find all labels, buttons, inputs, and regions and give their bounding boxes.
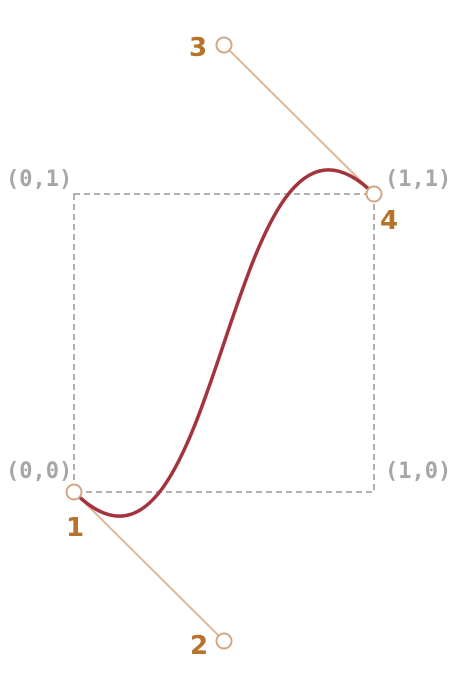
unit-square — [73, 193, 375, 493]
control-point-1[interactable] — [65, 483, 83, 501]
control-points — [65, 36, 383, 650]
control-point-3[interactable] — [215, 36, 233, 54]
handle-line-start — [73, 491, 225, 642]
control-point-4[interactable] — [365, 185, 383, 203]
handle-line-end — [223, 44, 375, 195]
corner-label-bottom-left: (0,0) — [6, 459, 72, 484]
bezier-curve — [72, 168, 376, 518]
corner-label-top-left: (0,1) — [6, 167, 72, 192]
point-number-4: 4 — [380, 206, 398, 236]
point-number-3: 3 — [189, 33, 207, 63]
corner-label-top-right: (1,1) — [385, 167, 451, 192]
corner-label-bottom-right: (1,0) — [385, 459, 451, 484]
control-point-2[interactable] — [215, 632, 233, 650]
point-number-1: 1 — [66, 513, 84, 543]
point-number-2: 2 — [190, 631, 208, 661]
